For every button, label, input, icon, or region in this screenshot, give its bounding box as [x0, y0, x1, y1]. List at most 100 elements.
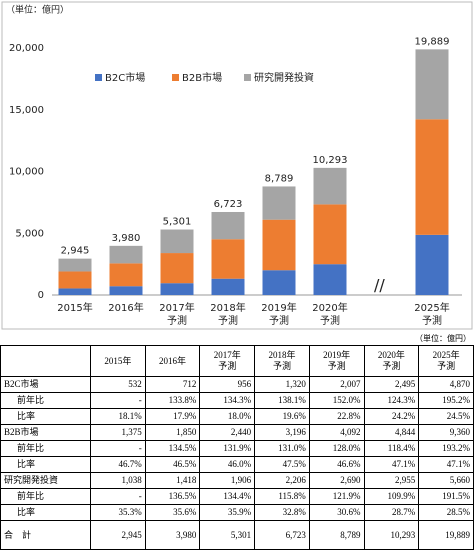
- table-cell: 1,375: [90, 424, 146, 441]
- table-cell: 195.2%: [418, 392, 474, 409]
- table-cell: 2,945: [90, 520, 146, 550]
- table-cell: 比率: [0, 504, 91, 521]
- chart: （単位：億円） // 0 5,000 10,000 15,000 20,000 2,945…: [1, 1, 473, 330]
- table-cell: 4,870: [418, 376, 474, 393]
- bar-segment: [262, 186, 296, 220]
- table-cell: 47.5%: [254, 456, 310, 473]
- table-cell: 2015年: [90, 345, 146, 377]
- table-cell: 18.0%: [199, 408, 256, 425]
- legend-label: 研究開発投資: [254, 71, 314, 84]
- table-cell: 2,495: [363, 376, 420, 393]
- total-label: 5,301: [163, 217, 192, 228]
- table-cell: 30.6%: [308, 504, 365, 521]
- data-table: 2015年 2016年 2017年 予測 2018年 予測 2019年 予測 2020年 予測 20…: [0, 345, 474, 550]
- table-cell: 1,320: [254, 376, 310, 393]
- table-cell: 47.1%: [363, 456, 420, 473]
- table-row: B2C市場 532 712 956 1,320 2,007 2,495 4,870: [0, 376, 474, 393]
- axis-break: //: [374, 276, 385, 295]
- table-cell: 比率: [0, 456, 91, 473]
- table-cell: 115.8%: [254, 488, 310, 505]
- table-cell: 5,301: [199, 520, 256, 550]
- table-cell: 5,660: [418, 472, 474, 489]
- table-cell: 18.1%: [90, 408, 146, 425]
- table-cell: 28.5%: [418, 504, 474, 521]
- x-tick-label: 2018年: [210, 301, 245, 314]
- bar-segment: [58, 258, 92, 272]
- table-cell: 35.9%: [199, 504, 256, 521]
- table-row: B2B市場 1,375 1,850 2,440 3,196 4,092 4,844 9,360: [0, 424, 474, 441]
- table-cell: 134.4%: [199, 488, 256, 505]
- header-text: 2016年: [159, 355, 187, 366]
- table-cell: 46.7%: [90, 456, 146, 473]
- table-cell: 532: [90, 376, 146, 393]
- table-cell: 1,906: [199, 472, 256, 489]
- bar-segment: [211, 211, 245, 240]
- table-cell: 956: [199, 376, 256, 393]
- table-cell: 28.7%: [363, 504, 420, 521]
- table-cell: 1,850: [144, 424, 201, 441]
- header-text: 2017年: [213, 350, 241, 360]
- table-cell: 前年比: [0, 488, 91, 505]
- table-cell: 4,844: [363, 424, 420, 441]
- table-cell: -: [90, 392, 146, 409]
- table-cell: 134.5%: [144, 440, 201, 457]
- table-cell: 128.0%: [308, 440, 365, 457]
- x-tick-label: 2016年: [108, 301, 143, 314]
- header-text: 予測: [272, 361, 291, 371]
- bar-segment: [58, 271, 92, 289]
- bar-segment: [109, 245, 143, 264]
- bar-segment: [109, 286, 143, 295]
- table-cell: 4,092: [308, 424, 365, 441]
- forecast-label: 予測: [218, 314, 238, 327]
- table-row: 2015年 2016年 2017年 予測 2018年 予測 2019年 予測 2020年 予測 20…: [0, 345, 474, 377]
- table-cell: 118.4%: [363, 440, 420, 457]
- table-cell: 35.3%: [90, 504, 146, 521]
- legend-swatch: [95, 74, 102, 81]
- x-tick-label: 2017年: [159, 301, 194, 314]
- y-tick-label: 10,000: [9, 167, 44, 178]
- table-cell: B2B市場: [0, 424, 91, 441]
- forecast-label: 予測: [167, 314, 187, 327]
- bar-segment: [262, 219, 296, 271]
- table-cell: 152.0%: [308, 392, 365, 409]
- table-row: 合 計 2,945 3,980 5,301 6,723 8,789 10,293 19,889: [0, 520, 474, 550]
- chart-border: [1, 1, 473, 330]
- table-cell: 2,007: [308, 376, 365, 393]
- table-cell: 2025年 予測: [418, 345, 474, 377]
- table-cell: 22.8%: [308, 408, 365, 425]
- table-cell: 47.1%: [418, 456, 474, 473]
- table-cell: 133.8%: [144, 392, 201, 409]
- header-text: 2025年: [432, 350, 460, 360]
- total-label: 6,723: [214, 199, 243, 210]
- table-cell: 46.5%: [144, 456, 201, 473]
- bar-segment: [313, 264, 347, 295]
- table-cell: 2017年 予測: [199, 345, 256, 377]
- x-tick-label: 2025年: [414, 301, 449, 314]
- table-cell: 10,293: [363, 520, 420, 550]
- table-row: 前年比 -134.5% 131.9% 131.0% 128.0% 118.4% 193.2%: [0, 440, 474, 457]
- table-cell: 1,418: [144, 472, 201, 489]
- table-cell: 138.1%: [254, 392, 310, 409]
- table-cell: 比率: [0, 408, 91, 425]
- table-cell: 研究開発投資: [0, 472, 91, 489]
- table-cell: 19.6%: [254, 408, 310, 425]
- table-cell: 32.8%: [254, 504, 310, 521]
- y-tick-label: 15,000: [9, 105, 44, 116]
- x-tick-label: 2020年: [312, 301, 347, 314]
- y-tick-label: 5,000: [15, 228, 44, 239]
- table-row: 比率 46.7% 46.5% 46.0% 47.5% 46.6% 47.1% 47.1%: [0, 456, 474, 473]
- total-label: 19,889: [415, 36, 450, 47]
- table-cell: 8,789: [308, 520, 365, 550]
- forecast-label: 予測: [422, 314, 442, 327]
- bar-segment: [109, 263, 143, 287]
- table-cell: 19,889: [418, 520, 474, 550]
- table-cell: 2,206: [254, 472, 310, 489]
- table-cell: 9,360: [418, 424, 474, 441]
- header-text: 2019年: [323, 350, 351, 360]
- bar-segment: [313, 167, 347, 205]
- table-cell: 136.5%: [144, 488, 201, 505]
- table-cell: 191.5%: [418, 488, 474, 505]
- table-row: 比率 35.3% 35.6% 35.9% 32.8% 30.6% 28.7% 28.5%: [0, 504, 474, 521]
- bar-segment: [160, 253, 194, 284]
